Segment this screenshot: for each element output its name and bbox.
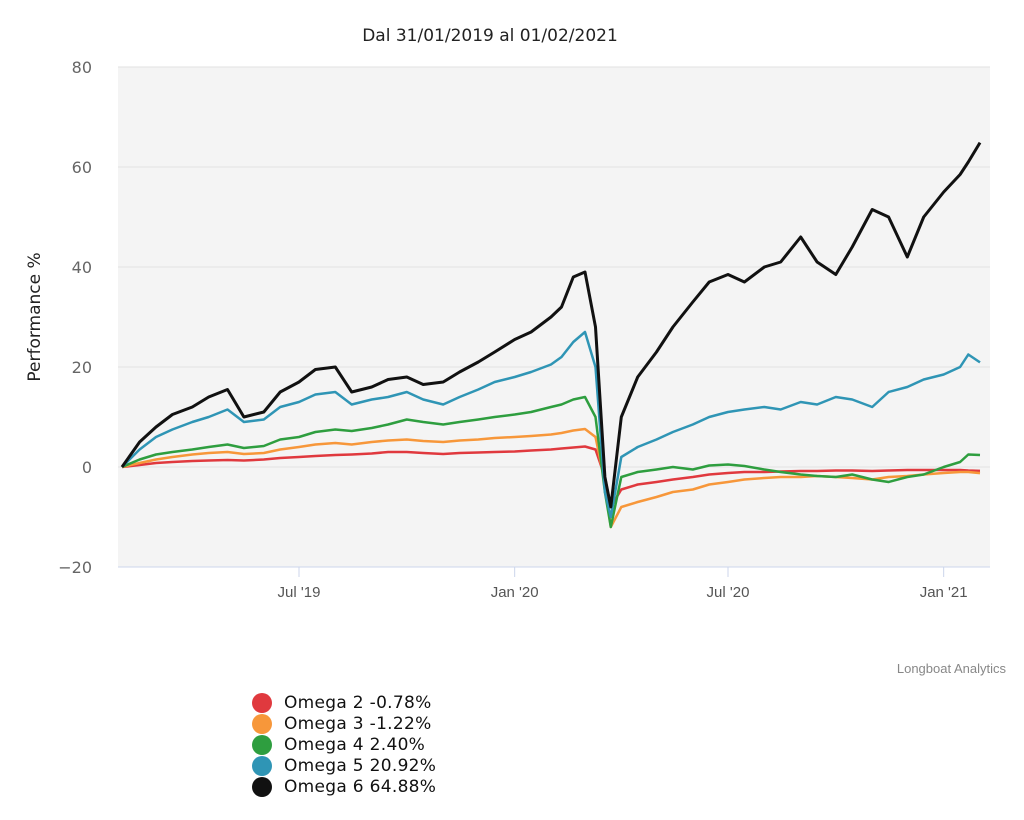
legend-marker-icon xyxy=(252,776,272,797)
legend-marker-icon xyxy=(252,734,272,755)
credit-text[interactable]: Longboat Analytics xyxy=(897,661,1007,676)
x-tick-label: Jul '20 xyxy=(707,584,750,601)
y-tick-label: −20 xyxy=(58,558,92,577)
legend-marker-icon xyxy=(252,713,272,734)
legend-item-omega-3[interactable]: Omega 3 -1.22% xyxy=(252,713,436,734)
y-tick-label: 80 xyxy=(72,58,92,77)
series-line-omega-4 xyxy=(121,395,981,529)
x-tick-label: Jan '21 xyxy=(920,584,968,601)
legend-label: Omega 3 -1.22% xyxy=(284,713,432,734)
series-line-omega-6 xyxy=(120,141,982,509)
y-tick-label: 20 xyxy=(72,358,92,377)
performance-chart: Dal 31/01/2019 al 01/02/2021 −20 0 20 40 60 8… xyxy=(25,26,1007,676)
series-lines xyxy=(120,141,982,529)
y-tick-label: 60 xyxy=(72,158,92,177)
legend-item-omega-2[interactable]: Omega 2 -0.78% xyxy=(252,692,436,713)
legend-label: Omega 5 20.92% xyxy=(284,755,437,776)
x-tick-label: Jan '20 xyxy=(491,584,539,601)
legend-item-omega-6[interactable]: Omega 6 64.88% xyxy=(252,776,436,797)
series-line-omega-2 xyxy=(121,445,981,509)
gridlines xyxy=(118,66,990,568)
y-tick-label: 0 xyxy=(82,458,92,477)
legend-item-omega-5[interactable]: Omega 5 20.92% xyxy=(252,755,436,776)
series-line-omega-5 xyxy=(121,330,981,519)
legend-label: Omega 4 2.40% xyxy=(284,734,426,755)
y-axis-ticks: −20 0 20 40 60 80 xyxy=(58,58,92,577)
legend: Omega 2 -0.78% Omega 3 -1.22% Omega 4 2.… xyxy=(252,692,436,797)
legend-marker-icon xyxy=(252,755,272,776)
y-axis-label: Performance % xyxy=(25,252,45,381)
plot-background xyxy=(118,67,990,567)
legend-label: Omega 6 64.88% xyxy=(284,776,437,797)
x-axis-ticks: Jul '19 Jan '20 Jul '20 Jan '21 xyxy=(278,567,968,601)
legend-item-omega-4[interactable]: Omega 4 2.40% xyxy=(252,734,436,755)
x-tick-label: Jul '19 xyxy=(278,584,321,601)
y-tick-label: 40 xyxy=(72,258,92,277)
chart-title: Dal 31/01/2019 al 01/02/2021 xyxy=(362,26,618,46)
legend-marker-icon xyxy=(252,692,272,713)
legend-label: Omega 2 -0.78% xyxy=(284,692,432,713)
